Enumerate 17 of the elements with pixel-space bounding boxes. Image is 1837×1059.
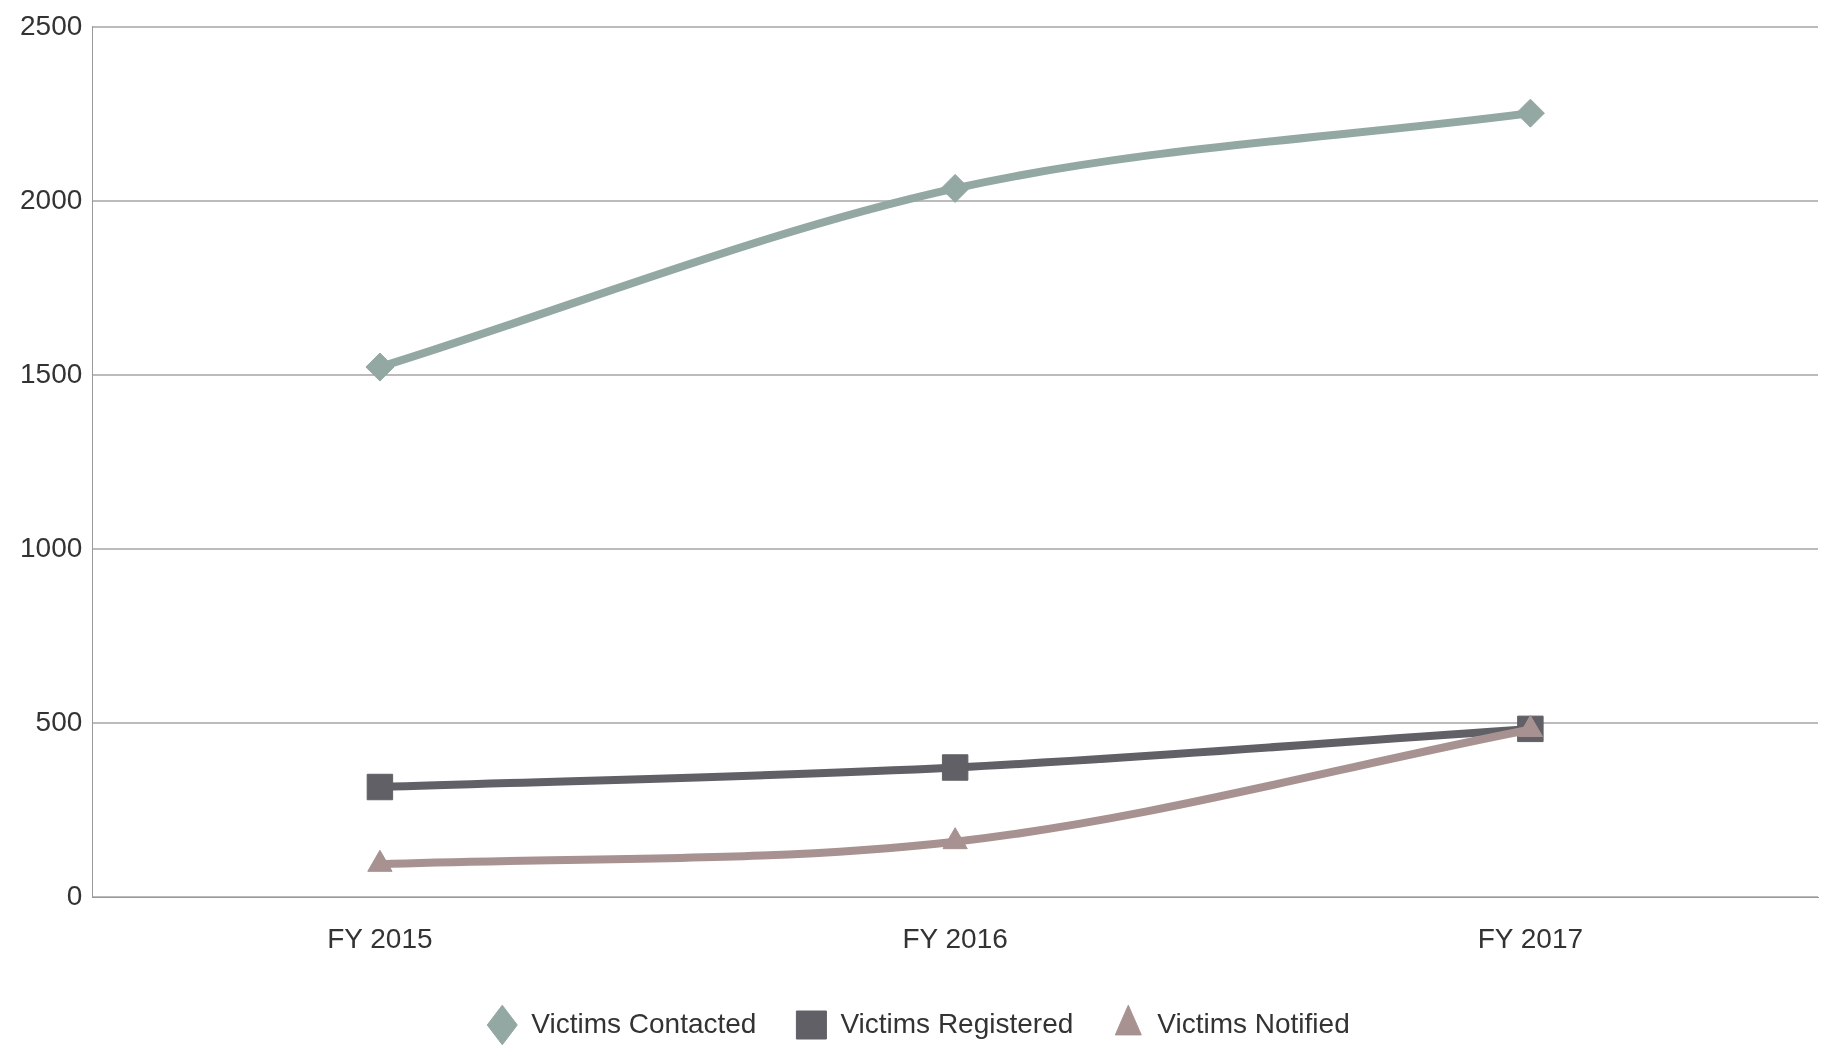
legend-label: Victims Registered [840,1007,1074,1039]
y-tick-label: 0 [66,880,83,912]
x-tick-label: FY 2017 [1477,922,1584,954]
legend-label: Victims Notified [1157,1007,1350,1039]
point [941,754,969,781]
point [1515,98,1545,128]
point [365,352,395,382]
y-tick-label: 2000 [19,183,83,215]
x-tick-label: FY 2015 [327,922,433,954]
point [940,173,970,203]
y-tick-label: 1500 [19,357,83,389]
y-tick-label: 500 [35,706,83,737]
y-tick-label: 2500 [19,9,83,41]
y-tick-label: 1000 [19,531,83,563]
x-tick-label: FY 2016 [902,922,1008,954]
point [366,773,394,801]
legend-label: Victims Contacted [531,1007,757,1039]
